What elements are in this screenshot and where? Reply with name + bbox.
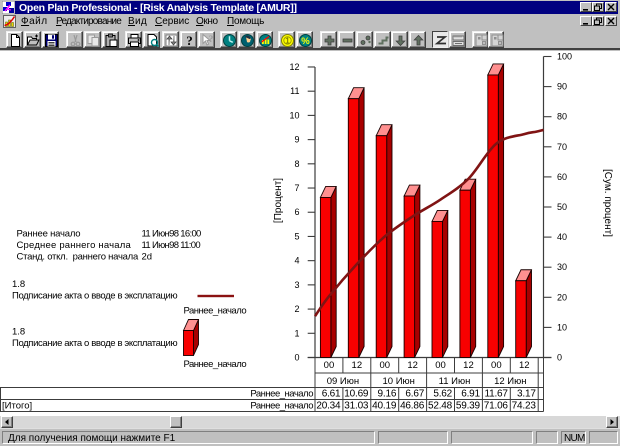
svg-text:3: 3 [294, 280, 299, 290]
svg-text:00: 00 [491, 360, 502, 371]
svg-text:2: 2 [294, 304, 299, 314]
svg-text:9.16: 9.16 [378, 389, 397, 400]
svg-text:6: 6 [294, 207, 299, 217]
svg-text:12: 12 [289, 62, 299, 72]
svg-text:%: % [301, 36, 310, 47]
svg-text:6.91: 6.91 [461, 389, 480, 400]
svg-text:50: 50 [557, 202, 567, 212]
svg-text:Раннее начало: Раннее начало [17, 229, 81, 240]
svg-text:100: 100 [557, 52, 572, 62]
svg-text:[Сум. процент]: [Сум. процент] [602, 169, 613, 237]
svg-text:10: 10 [557, 322, 567, 332]
svg-text:Раннее_начало: Раннее_начало [250, 401, 313, 412]
svg-text:1.8: 1.8 [12, 279, 25, 290]
svg-text:2d: 2d [142, 252, 153, 263]
svg-text:1: 1 [294, 328, 299, 338]
svg-text:12: 12 [352, 360, 363, 371]
svg-text:11: 11 [290, 86, 299, 96]
svg-text:11.67: 11.67 [485, 389, 509, 400]
svg-text:Раннее_начало: Раннее_начало [250, 389, 313, 400]
svg-text:Среднее раннего начала: Среднее раннего начала [17, 240, 132, 251]
svg-text:10.69: 10.69 [344, 389, 369, 400]
svg-text:6.67: 6.67 [405, 389, 424, 400]
svg-text:10 Июн: 10 Июн [382, 376, 414, 387]
svg-text:8: 8 [294, 159, 299, 169]
svg-text:20.34: 20.34 [316, 401, 341, 412]
svg-text:[Итого]: [Итого] [2, 401, 32, 412]
svg-text:60: 60 [557, 172, 567, 182]
svg-text:Станд. откл. раннего начала: Станд. откл. раннего начала [17, 252, 139, 263]
svg-text:9: 9 [294, 135, 299, 145]
svg-text:09 Июн: 09 Июн [327, 376, 359, 387]
svg-text:5.62: 5.62 [433, 389, 452, 400]
svg-text:Раннее_начало: Раннее_начало [184, 306, 247, 317]
svg-text:1.8: 1.8 [12, 327, 25, 338]
svg-text:00: 00 [379, 360, 390, 371]
svg-text:Подписание акта о вводе в эксп: Подписание акта о вводе в эксплатацию [12, 338, 177, 349]
svg-text:90: 90 [557, 82, 567, 92]
svg-text:11 Июн: 11 Июн [439, 376, 471, 387]
svg-text:[Процент]: [Процент] [273, 178, 284, 223]
svg-text:31.03: 31.03 [344, 401, 369, 412]
svg-text:12 Июн: 12 Июн [494, 376, 526, 387]
svg-text:?: ? [186, 33, 193, 48]
svg-text:12: 12 [519, 360, 530, 371]
svg-text:5: 5 [294, 231, 299, 241]
svg-text:7: 7 [294, 183, 299, 193]
svg-text:52.48: 52.48 [428, 401, 453, 412]
svg-text:12: 12 [407, 360, 418, 371]
svg-text:80: 80 [557, 112, 567, 122]
svg-text:1: 1 [285, 36, 290, 45]
svg-text:74.23: 74.23 [512, 401, 537, 412]
svg-text:6.61: 6.61 [322, 389, 341, 400]
svg-text:59.39: 59.39 [456, 401, 481, 412]
svg-text:0: 0 [557, 353, 562, 363]
svg-text:00: 00 [324, 360, 335, 371]
svg-text:70: 70 [557, 142, 567, 152]
svg-text:20: 20 [557, 292, 567, 302]
svg-text:Раннее_начало: Раннее_начало [184, 359, 247, 370]
svg-text:?: ? [209, 34, 214, 44]
svg-text:00: 00 [435, 360, 446, 371]
svg-text:30: 30 [557, 262, 567, 272]
svg-text:46.86: 46.86 [400, 401, 425, 412]
svg-text:Подписание акта о вводе в эксп: Подписание акта о вводе в эксплатацию [12, 291, 177, 302]
svg-text:11 Июн98 16:00: 11 Июн98 16:00 [142, 229, 202, 240]
svg-text:10: 10 [289, 110, 299, 120]
svg-text:0: 0 [294, 353, 299, 363]
svg-text:40: 40 [557, 232, 567, 242]
svg-text:12: 12 [463, 360, 474, 371]
svg-text:4: 4 [294, 256, 299, 266]
svg-text:40.19: 40.19 [372, 401, 397, 412]
svg-text:3.17: 3.17 [517, 389, 536, 400]
svg-text:11 Июн98 11:00: 11 Июн98 11:00 [142, 240, 201, 251]
svg-text:71.06: 71.06 [484, 401, 509, 412]
